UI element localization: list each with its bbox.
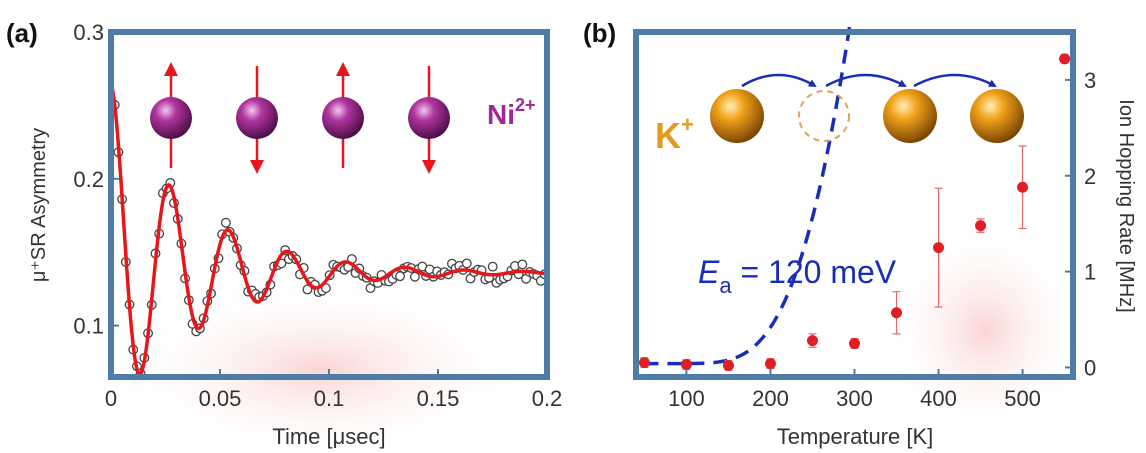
y-tick-label: 0.2 [73,167,104,192]
spin-illustration [150,62,450,174]
panel-b: 100 200 300 400 500 0 1 2 3 (b) Ion Hopping Rat… [583,18,1137,449]
spin-up-arrowhead [164,62,178,76]
background-glow [110,280,530,453]
y-tick-label: 0.3 [73,20,104,45]
fit-curve [109,82,548,377]
ion-symbol: Ni [487,99,515,130]
panel-label: (b) [583,18,616,48]
y-tick-label: 0 [1084,355,1096,380]
x-axis-ticks: 100 200 300 400 500 [668,369,1041,411]
ion-charge: + [681,112,694,137]
x-tick-label: 500 [1004,386,1041,411]
spin-down-arrowhead [250,160,264,174]
x-tick-label: 200 [752,386,789,411]
x-tick-label: 300 [836,386,873,411]
x-tick-label: 100 [668,386,705,411]
panel-a: 0 0.05 0.1 0.15 0.2 0.1 0.2 0.3 (a) μ⁺SR Asymm… [6,18,562,453]
data-point [395,271,406,282]
hop-arrow [741,73,817,88]
ion-annotation: Ni2+ [487,95,536,130]
spin-up-arrowhead [336,62,350,76]
activation-energy-label: Ea = 120 meV [698,254,897,298]
y-axis-ticks: 0.1 0.2 0.3 [73,20,119,339]
y-tick-label: 1 [1084,260,1096,285]
data-point [891,307,903,319]
data-point [975,220,987,232]
hop-arrow [825,73,907,88]
nickel-ion-sphere [322,97,364,139]
x-tick-label: 0.15 [417,386,460,411]
data-point [1059,53,1071,65]
energy-value: = 120 meV [732,254,897,290]
ion-charge: 2+ [515,95,536,115]
data-points-layer [638,53,1071,371]
vacancy-site [798,90,850,142]
hop-arrow [913,73,997,88]
data-point [302,284,313,295]
x-axis-label: Time [μsec] [272,424,385,449]
data-point [220,217,231,228]
data-point [722,360,734,371]
potassium-ion-sphere [883,89,937,143]
x-tick-label: 0 [105,386,117,411]
potassium-ion-sphere [970,89,1024,143]
ion-symbol: K [655,115,681,156]
x-axis-ticks: 0 0.05 0.1 0.15 0.2 [105,369,562,411]
arrhenius-fit-curve [644,22,852,366]
potassium-ion-sphere [710,89,764,143]
data-point [320,283,331,294]
y-tick-label: 0.1 [73,314,104,339]
x-tick-label: 0.1 [314,386,345,411]
x-tick-label: 0.2 [532,386,563,411]
x-tick-label: 0.05 [199,386,242,411]
data-point [638,357,650,369]
nickel-ion-sphere [236,97,278,139]
x-tick-label: 400 [920,386,957,411]
background-glow [885,220,1085,440]
data-point [1017,181,1029,193]
ion-annotation: K+ [655,112,694,156]
data-point [849,337,860,349]
y-axis-label: μ⁺SR Asymmetry [28,128,50,282]
y-tick-label: 2 [1084,164,1096,189]
y-axis-ticks: 0 1 2 3 [1065,68,1096,380]
data-point [409,271,420,282]
data-point [461,258,472,269]
hopping-illustration [710,73,1024,143]
data-point [517,259,528,270]
energy-symbol: E [698,254,720,290]
spin-down-arrowhead [422,160,436,174]
data-point [487,261,498,272]
data-point [764,358,776,370]
x-axis-label: Temperature [K] [777,424,934,449]
energy-subscript: a [719,273,732,298]
data-point [680,359,692,371]
y-tick-label: 3 [1084,68,1096,93]
nickel-ion-sphere [150,97,192,139]
data-point [933,242,945,254]
y-axis-label: Ion Hopping Rate [MHz] [1115,99,1137,312]
nickel-ion-sphere [408,97,450,139]
data-point [806,335,818,347]
panel-label: (a) [6,18,38,48]
